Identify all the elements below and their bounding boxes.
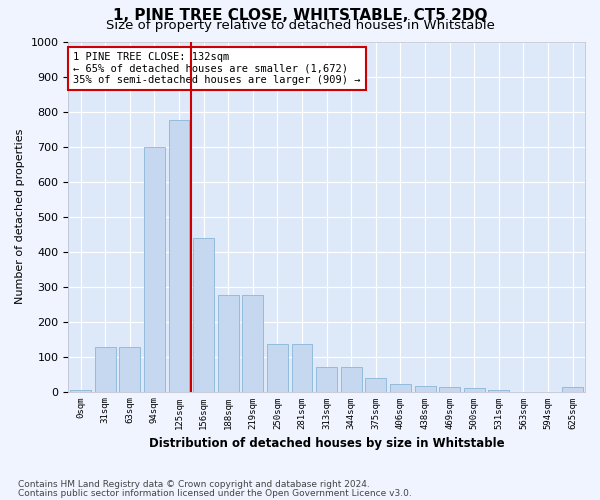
Text: 1 PINE TREE CLOSE: 132sqm
← 65% of detached houses are smaller (1,672)
35% of se: 1 PINE TREE CLOSE: 132sqm ← 65% of detac… (73, 52, 361, 85)
Bar (316, 367, 337, 392)
Bar (464, 388, 485, 392)
Bar (390, 384, 411, 392)
Text: Contains public sector information licensed under the Open Government Licence v3: Contains public sector information licen… (18, 488, 412, 498)
Bar (242, 296, 263, 392)
Bar (95, 346, 116, 392)
Bar (292, 344, 313, 392)
Bar (439, 388, 460, 392)
X-axis label: Distribution of detached houses by size in Whitstable: Distribution of detached houses by size … (149, 437, 505, 450)
Y-axis label: Number of detached properties: Number of detached properties (15, 129, 25, 304)
Bar (193, 238, 214, 392)
Text: 1, PINE TREE CLOSE, WHITSTABLE, CT5 2DQ: 1, PINE TREE CLOSE, WHITSTABLE, CT5 2DQ (113, 8, 487, 22)
Bar (70, 390, 91, 392)
Text: Contains HM Land Registry data © Crown copyright and database right 2024.: Contains HM Land Registry data © Crown c… (18, 480, 370, 489)
Bar (144, 146, 165, 392)
Bar (562, 388, 583, 392)
Bar (415, 386, 436, 392)
Text: Size of property relative to detached houses in Whitstable: Size of property relative to detached ho… (106, 19, 494, 32)
Bar (169, 120, 190, 392)
Bar (341, 367, 362, 392)
Bar (365, 378, 386, 392)
Bar (119, 346, 140, 392)
Bar (488, 390, 509, 392)
Bar (267, 344, 288, 392)
Bar (218, 296, 239, 392)
